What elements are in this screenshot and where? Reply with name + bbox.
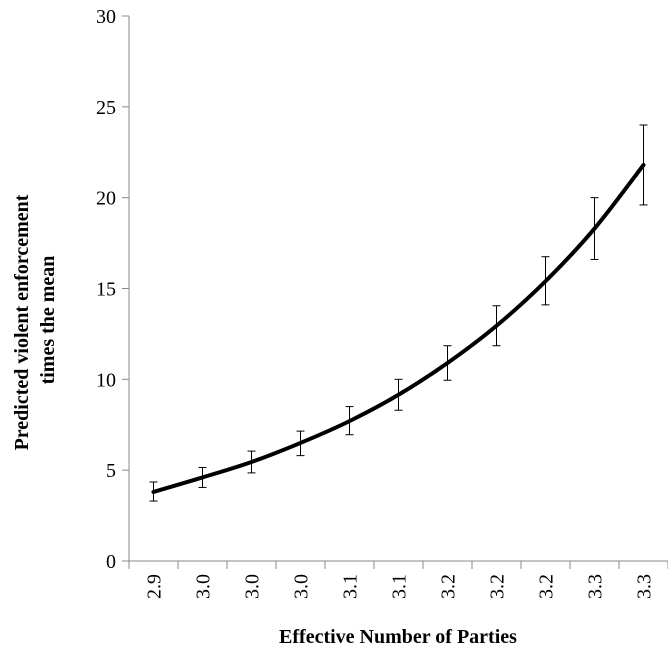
y-axis-title: Predicted violent enforcement times the … — [11, 190, 59, 451]
x-axis-title: Effective Number of Parties — [279, 626, 517, 648]
x-tick-label: 3.1 — [389, 574, 411, 599]
x-tick-label: 2.9 — [144, 574, 166, 599]
y-tick-label: 5 — [106, 460, 116, 482]
x-tick-label: 3.3 — [634, 574, 656, 599]
y-axis-title-line-1: Predicted violent enforcement — [11, 194, 33, 450]
x-tick-label: 3.0 — [193, 574, 215, 599]
x-tick-label: 3.3 — [585, 574, 607, 599]
error-bars — [149, 124, 648, 502]
x-tick-label: 3.0 — [291, 574, 313, 599]
x-tick-label: 3.2 — [438, 574, 460, 599]
y-tick-label: 20 — [96, 188, 116, 210]
y-tick-label: 30 — [96, 6, 116, 28]
y-tick-label: 0 — [106, 551, 116, 573]
y-tick-label: 15 — [96, 279, 116, 301]
x-tick-label: 3.0 — [242, 574, 264, 599]
series-line — [151, 162, 646, 494]
y-tick-label: 25 — [96, 97, 116, 119]
y-axis-title-line-2: times the mean — [37, 256, 59, 385]
y-tick-label: 10 — [96, 369, 116, 391]
series-group — [151, 162, 646, 494]
x-axis: 2.9 3.0 3.0 3.0 3.1 3.1 3.2 3.2 3.2 3.3 3.3 — [128, 560, 668, 599]
x-tick-label: 3.2 — [536, 574, 558, 599]
x-tick-label: 3.1 — [340, 574, 362, 599]
x-tick-label: 3.2 — [487, 574, 509, 599]
y-axis: 0 5 10 15 20 25 30 — [96, 6, 130, 573]
